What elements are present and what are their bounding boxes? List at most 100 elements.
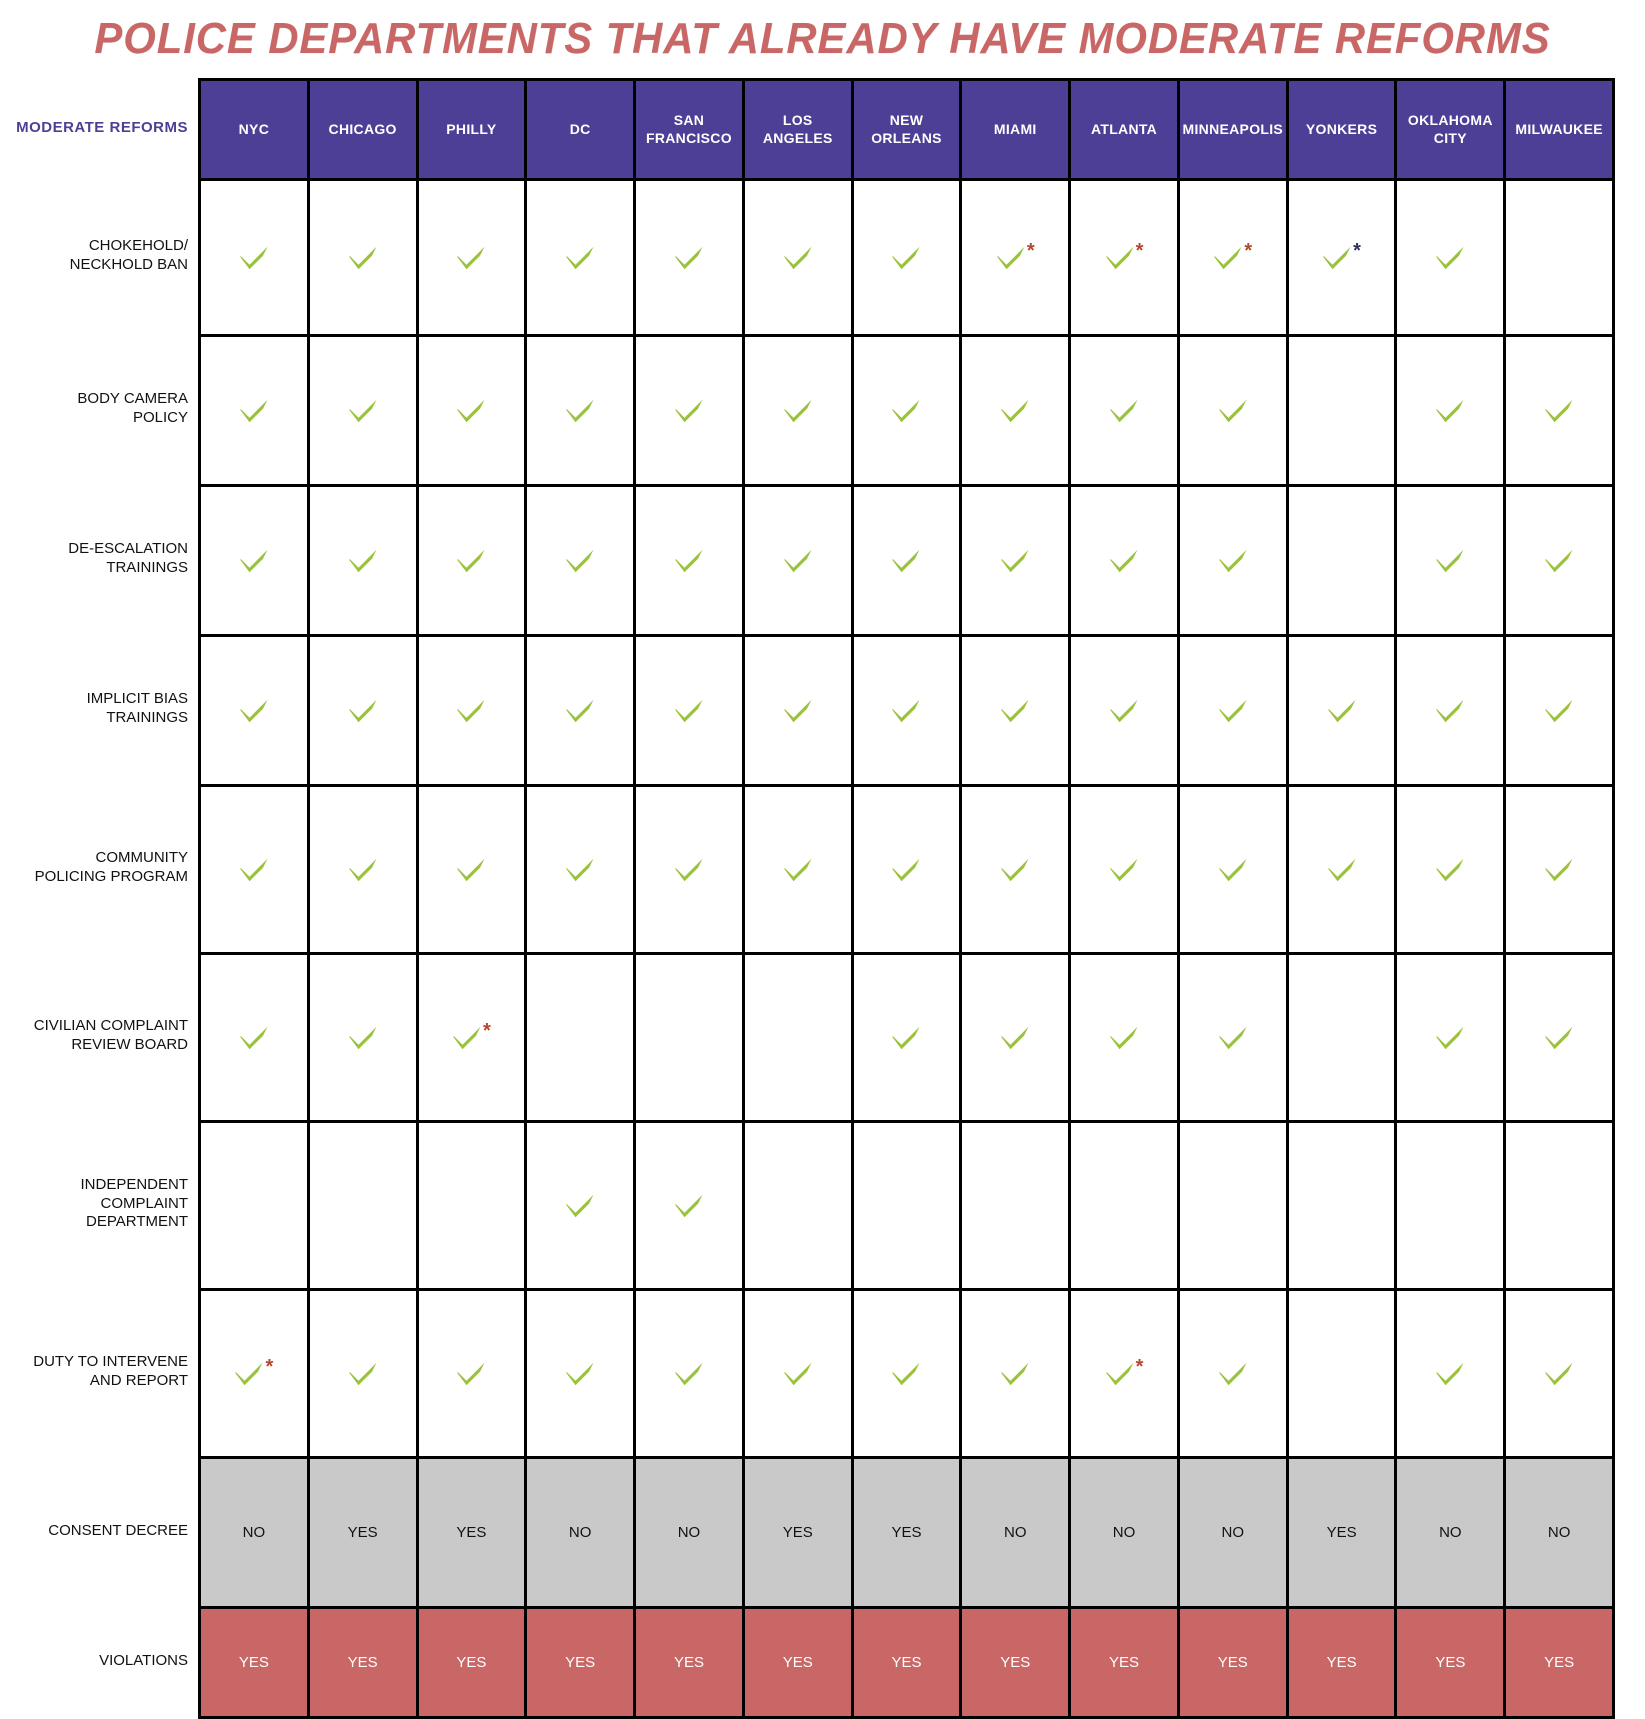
column-header-philly[interactable]: PHILLY [419, 81, 528, 181]
cell-8-11: NO [1397, 1459, 1506, 1609]
cell-5-8 [1071, 955, 1180, 1123]
yesno-value: YES [239, 1654, 269, 1671]
checkmark-icon [1544, 1361, 1574, 1387]
cell-7-9 [1180, 1291, 1289, 1459]
column-header-miami[interactable]: MIAMI [962, 81, 1071, 181]
checkmark-icon [1544, 698, 1574, 724]
cell-3-8 [1071, 637, 1180, 787]
checkmark-icon [1218, 548, 1248, 574]
cell-3-3 [527, 637, 636, 787]
cell-3-5 [745, 637, 854, 787]
cell-7-11 [1397, 1291, 1506, 1459]
cell-2-12 [1506, 487, 1615, 637]
column-header-nyc[interactable]: NYC [201, 81, 310, 181]
yesno-value: YES [891, 1524, 921, 1541]
checkmark-icon [783, 857, 813, 883]
cell-0-5 [745, 181, 854, 337]
checkmark-icon: * [1213, 245, 1252, 271]
cell-0-12 [1506, 181, 1615, 337]
yesno-value: NO [1548, 1524, 1571, 1541]
cell-3-10 [1289, 637, 1398, 787]
cell-9-6: YES [854, 1609, 963, 1719]
cell-1-8 [1071, 337, 1180, 487]
cell-6-3 [527, 1123, 636, 1291]
checkmark-icon [456, 548, 486, 574]
cell-0-11 [1397, 181, 1506, 337]
column-header-dc[interactable]: DC [527, 81, 636, 181]
cell-6-2 [419, 1123, 528, 1291]
cell-1-2 [419, 337, 528, 487]
cell-0-6 [854, 181, 963, 337]
yesno-value: NO [1222, 1524, 1245, 1541]
cell-1-6 [854, 337, 963, 487]
cell-5-5 [745, 955, 854, 1123]
row-label-4: COMMUNITY POLICING PROGRAM [30, 784, 198, 952]
cell-2-3 [527, 487, 636, 637]
cell-1-12 [1506, 337, 1615, 487]
column-header-los-angeles[interactable]: LOS ANGELES [745, 81, 854, 181]
cell-6-0 [201, 1123, 310, 1291]
data-table: MODERATE REFORMS CHOKEHOLD/ NECKHOLD BAN… [30, 78, 1615, 1719]
cell-7-5 [745, 1291, 854, 1459]
checkmark-icon: * [1322, 245, 1361, 271]
cell-2-11 [1397, 487, 1506, 637]
cell-7-3 [527, 1291, 636, 1459]
cell-3-2 [419, 637, 528, 787]
checkmark-icon [565, 548, 595, 574]
column-header-new-orleans[interactable]: NEW ORLEANS [854, 81, 963, 181]
checkmark-icon [674, 1361, 704, 1387]
cell-8-2: YES [419, 1459, 528, 1609]
cell-5-10 [1289, 955, 1398, 1123]
cell-8-3: NO [527, 1459, 636, 1609]
checkmark-icon [891, 245, 921, 271]
checkmark-icon: * [1105, 245, 1144, 271]
cell-3-1 [310, 637, 419, 787]
cell-8-5: YES [745, 1459, 854, 1609]
checkmark-icon [1218, 857, 1248, 883]
cell-6-11 [1397, 1123, 1506, 1291]
cell-3-6 [854, 637, 963, 787]
cell-8-8: NO [1071, 1459, 1180, 1609]
checkmark-icon [239, 698, 269, 724]
cell-0-2 [419, 181, 528, 337]
checkmark-icon [891, 1361, 921, 1387]
checkmark-icon [674, 857, 704, 883]
checkmark-icon [783, 245, 813, 271]
cell-0-9: * [1180, 181, 1289, 337]
yesno-value: YES [783, 1524, 813, 1541]
column-header-atlanta[interactable]: ATLANTA [1071, 81, 1180, 181]
footnote-asterisk: * [1027, 241, 1035, 261]
yesno-value: YES [348, 1654, 378, 1671]
checkmark-icon [1000, 398, 1030, 424]
cell-6-6 [854, 1123, 963, 1291]
column-header-san-francisco[interactable]: SAN FRANCISCO [636, 81, 745, 181]
yesno-value: YES [1327, 1654, 1357, 1671]
cell-3-9 [1180, 637, 1289, 787]
column-header-yonkers[interactable]: YONKERS [1289, 81, 1398, 181]
checkmark-icon [565, 1193, 595, 1219]
cell-8-4: NO [636, 1459, 745, 1609]
column-header-minneapolis[interactable]: MINNEAPOLIS [1180, 81, 1289, 181]
cell-3-4 [636, 637, 745, 787]
cell-9-2: YES [419, 1609, 528, 1719]
checkmark-icon [1109, 1025, 1139, 1051]
cell-9-8: YES [1071, 1609, 1180, 1719]
yesno-value: YES [1544, 1654, 1574, 1671]
row-label-header: MODERATE REFORMS [30, 78, 198, 178]
cell-7-2 [419, 1291, 528, 1459]
row-label-3: IMPLICIT BIAS TRAININGS [30, 634, 198, 784]
cell-1-10 [1289, 337, 1398, 487]
column-header-milwaukee[interactable]: MILWAUKEE [1506, 81, 1615, 181]
page-title: POLICE DEPARTMENTS THAT ALREADY HAVE MOD… [70, 14, 1576, 64]
yesno-value: YES [1327, 1524, 1357, 1541]
checkmark-icon [1544, 857, 1574, 883]
cell-6-10 [1289, 1123, 1398, 1291]
checkmark-icon [1544, 548, 1574, 574]
cell-2-7 [962, 487, 1071, 637]
column-header-oklahoma-city[interactable]: OKLAHOMA CITY [1397, 81, 1506, 181]
column-header-chicago[interactable]: CHICAGO [310, 81, 419, 181]
yesno-value: NO [1004, 1524, 1027, 1541]
checkmark-icon [1435, 245, 1465, 271]
checkmark-icon [1000, 548, 1030, 574]
cell-6-7 [962, 1123, 1071, 1291]
